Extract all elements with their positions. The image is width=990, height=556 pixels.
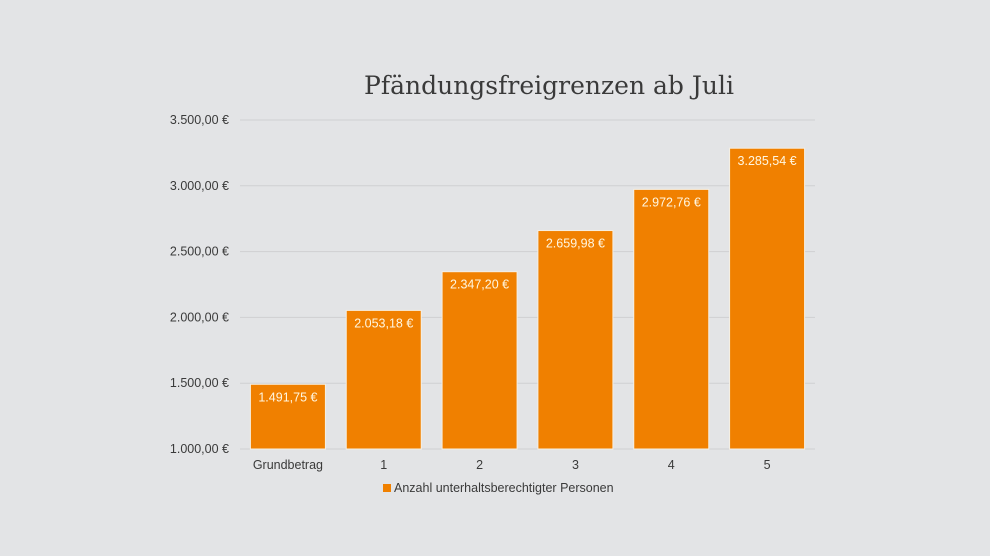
data-label: 2.053,18 € <box>354 316 413 330</box>
x-tick-label: 5 <box>764 458 771 472</box>
data-label: 2.659,98 € <box>546 237 605 251</box>
bar[interactable] <box>633 188 710 450</box>
chart-title: Pfändungsfreigrenzen ab Juli <box>364 71 734 100</box>
x-tick-label: Grundbetrag <box>253 458 323 472</box>
x-tick-label: 1 <box>380 458 387 472</box>
data-label: 2.972,76 € <box>642 195 701 209</box>
y-tick-label: 3.500,00 € <box>170 113 229 127</box>
y-tick-label: 3.000,00 € <box>170 179 229 193</box>
bar[interactable] <box>249 383 326 450</box>
y-axis-ticks: 1.000,00 € 1.500,00 € 2.000,00 € 2.500,00 €… <box>170 113 229 456</box>
bars: 1.491,75 € 2.053,18 € 2.347,20 € 2.659,98 €… <box>249 147 806 450</box>
gridlines <box>240 119 815 450</box>
bar[interactable] <box>345 309 422 450</box>
x-tick-label: 2 <box>476 458 483 472</box>
y-tick-label: 2.500,00 € <box>170 245 229 259</box>
bar[interactable] <box>729 147 806 450</box>
legend-swatch <box>383 484 391 492</box>
y-tick-label: 1.500,00 € <box>170 376 229 390</box>
data-label: 1.491,75 € <box>258 390 317 404</box>
bar[interactable] <box>537 230 614 450</box>
x-tick-label: 4 <box>668 458 675 472</box>
legend-label[interactable]: Anzahl unterhaltsberechtigter Personen <box>394 481 614 495</box>
y-tick-label: 2.000,00 € <box>170 310 229 324</box>
data-label: 3.285,54 € <box>738 154 797 168</box>
y-tick-label: 1.000,00 € <box>170 442 229 456</box>
legend: Anzahl unterhaltsberechtigter Personen <box>383 481 614 495</box>
x-tick-label: 3 <box>572 458 579 472</box>
bar[interactable] <box>441 271 518 450</box>
data-label: 2.347,20 € <box>450 278 509 292</box>
x-axis-ticks: Grundbetrag 1 2 3 4 5 <box>253 458 771 472</box>
